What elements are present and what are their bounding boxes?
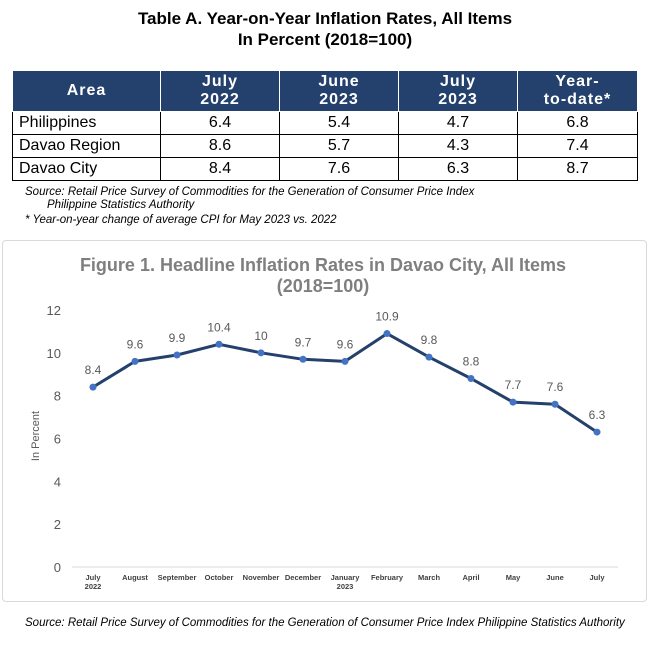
header-july-2022: July 2022	[160, 70, 280, 112]
cell-value: 8.7	[517, 157, 638, 181]
data-point	[383, 330, 391, 338]
line-chart: Figure 1. Headline Inflation Rates in Da…	[30, 255, 618, 591]
data-point	[89, 383, 97, 391]
data-point	[299, 355, 307, 363]
data-point	[173, 351, 181, 359]
cell-area: Davao Region	[12, 134, 161, 158]
y-axis-label: In Percent	[30, 411, 42, 461]
data-label: 6.3	[589, 408, 606, 422]
table-source: Source: Retail Price Survey of Commoditi…	[25, 186, 474, 212]
data-label: 10.9	[375, 310, 399, 324]
cell-value: 7.4	[517, 134, 638, 158]
data-label: 9.8	[421, 333, 438, 347]
cell-value: 6.4	[160, 111, 280, 135]
data-label: 9.6	[127, 337, 144, 351]
table-header-row: Area July 2022 June 2023 July 2023 Year-to-…	[12, 70, 638, 112]
table-source-line1: Source: Retail Price Survey of Commoditi…	[25, 186, 475, 198]
cell-value: 8.4	[160, 157, 280, 181]
table-footnote: * Year-on-year change of average CPI for…	[25, 214, 337, 226]
y-tick-label: 4	[54, 474, 61, 489]
header-area: Area	[12, 70, 161, 112]
cell-value: 6.3	[398, 157, 518, 181]
x-tick-label: February	[371, 573, 404, 582]
data-label: 9.7	[295, 335, 312, 349]
cell-value: 5.4	[279, 111, 399, 135]
data-point	[467, 375, 475, 383]
data-point	[425, 353, 433, 361]
table-source-line2: Philippine Statistics Authority	[47, 199, 195, 211]
table-row: Davao Region 8.6 5.7 4.3 7.4	[12, 134, 638, 158]
table-title: Table A. Year-on-Year Inflation Rates, A…	[0, 8, 650, 50]
data-point	[509, 398, 517, 406]
cell-area: Davao City	[12, 157, 161, 181]
chart-frame	[2, 240, 647, 602]
data-label: 10	[254, 329, 268, 343]
inflation-table: Area July 2022 June 2023 July 2023 Year-to-…	[12, 70, 638, 181]
data-label: 7.6	[547, 380, 564, 394]
cell-area: Philippines	[12, 111, 161, 135]
cell-value: 4.7	[398, 111, 518, 135]
x-tick-label: April	[462, 573, 479, 582]
table-title-line2: In Percent (2018=100)	[237, 30, 413, 49]
cell-value: 8.6	[160, 134, 280, 158]
data-point	[551, 400, 559, 408]
x-tick-label: October	[205, 573, 234, 582]
x-tick-label: June	[546, 573, 564, 582]
x-tick-label-year: 2023	[337, 582, 354, 591]
data-point	[341, 357, 349, 365]
y-tick-label: 8	[54, 389, 61, 404]
data-label: 7.7	[505, 378, 522, 392]
x-tick-label: May	[506, 573, 521, 582]
data-point	[131, 357, 139, 365]
cell-value: 4.3	[398, 134, 518, 158]
table-row: Davao City 8.4 7.6 6.3 8.7	[12, 157, 638, 181]
y-tick-label: 2	[54, 517, 61, 532]
header-year-to-date: Year-to-date*	[517, 70, 638, 112]
table-title-line1: Table A. Year-on-Year Inflation Rates, A…	[137, 9, 513, 28]
x-tick-label: September	[158, 573, 197, 582]
header-june-2023: June 2023	[279, 70, 399, 112]
x-tick-label: January	[331, 573, 361, 582]
x-tick-label: December	[285, 573, 321, 582]
x-tick-label: March	[418, 573, 441, 582]
data-point	[257, 349, 265, 357]
cell-value: 7.6	[279, 157, 399, 181]
y-tick-label: 10	[47, 346, 61, 361]
data-label: 9.9	[169, 331, 186, 345]
x-tick-label: July	[85, 573, 101, 582]
x-tick-label-year: 2022	[85, 582, 102, 591]
x-tick-label: August	[122, 573, 148, 582]
data-point	[593, 428, 601, 436]
data-point	[215, 340, 223, 348]
chart-title-line1: Figure 1. Headline Inflation Rates in Da…	[80, 255, 566, 275]
table-row: Philippines 6.4 5.4 4.7 6.8	[12, 111, 638, 135]
cell-value: 6.8	[517, 111, 638, 135]
y-tick-label: 12	[47, 303, 61, 318]
x-tick-label: July	[589, 573, 605, 582]
header-july-2023: July 2023	[398, 70, 518, 112]
x-tick-label: November	[243, 573, 280, 582]
cell-value: 5.7	[279, 134, 399, 158]
data-label: 9.6	[337, 337, 354, 351]
figure-source: Source: Retail Price Survey of Commoditi…	[25, 617, 625, 629]
data-label: 10.4	[207, 320, 231, 334]
chart-title-line2: (2018=100)	[277, 276, 370, 296]
y-tick-label: 0	[54, 560, 61, 575]
data-label: 8.8	[463, 355, 480, 369]
data-label: 8.4	[85, 363, 102, 377]
y-tick-label: 6	[54, 432, 61, 447]
